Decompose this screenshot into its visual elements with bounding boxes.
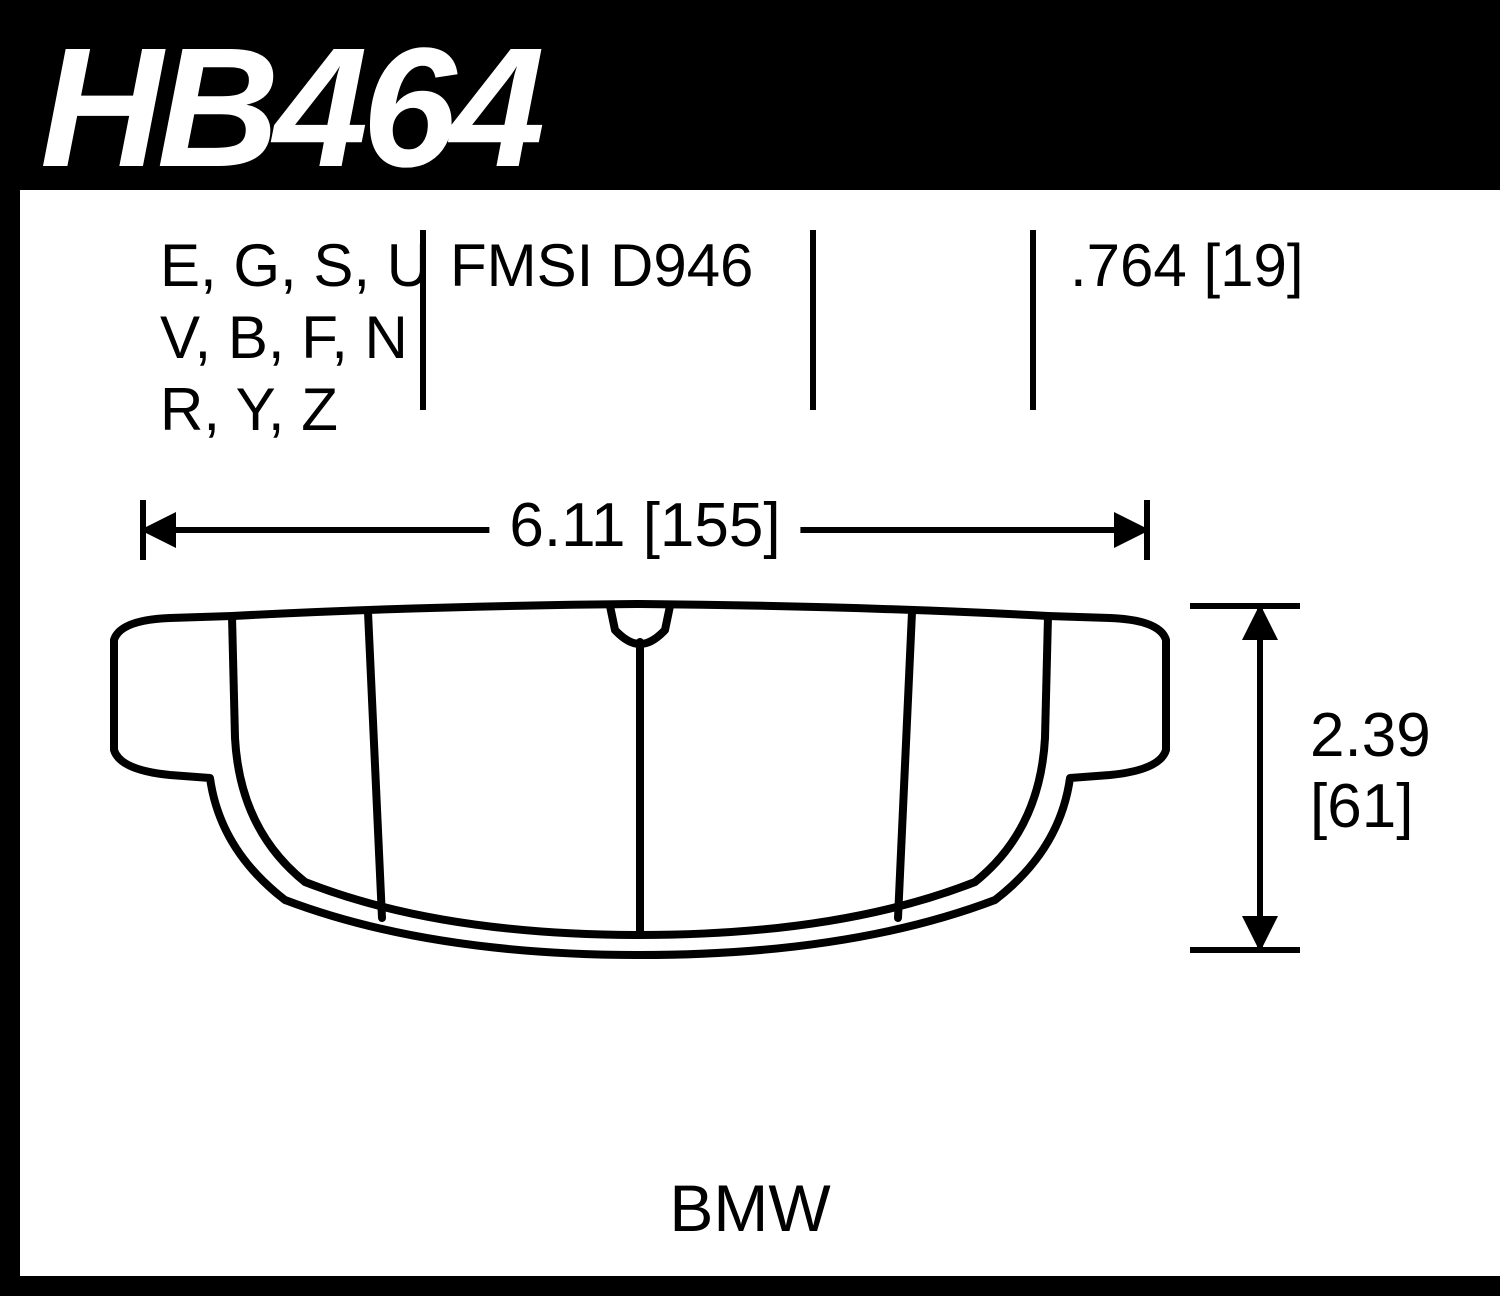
fmsi-code: FMSI D946 bbox=[450, 230, 753, 302]
height-inches: 2.39 bbox=[1310, 701, 1431, 770]
spec-row: E, G, S, U V, B, F, N R, Y, Z FMSI D946 … bbox=[20, 230, 1480, 410]
compound-codes: E, G, S, U V, B, F, N R, Y, Z bbox=[160, 230, 430, 446]
brake-pad-svg bbox=[110, 600, 1170, 960]
width-mm: [155] bbox=[643, 491, 781, 560]
brake-pad-diagram bbox=[110, 600, 1170, 960]
height-dimension: 2.39 [61] bbox=[1180, 600, 1480, 960]
width-label: 6.11 [155] bbox=[489, 490, 800, 561]
thickness-mm: [19] bbox=[1203, 232, 1303, 299]
codes-line-3: R, Y, Z bbox=[160, 376, 338, 443]
brand-label: BMW bbox=[669, 1170, 830, 1246]
height-label: 2.39 [61] bbox=[1310, 700, 1431, 843]
left-frame-border bbox=[0, 0, 20, 1296]
spec-divider-1 bbox=[420, 230, 426, 410]
thickness-inches: .764 bbox=[1070, 232, 1187, 299]
width-inches: 6.11 bbox=[509, 491, 625, 560]
height-mm: [61] bbox=[1310, 772, 1413, 841]
title-bar: HB464 bbox=[0, 0, 1500, 190]
codes-line-1: E, G, S, U bbox=[160, 232, 430, 299]
bottom-frame-border bbox=[0, 1276, 1500, 1296]
spec-divider-3 bbox=[1030, 230, 1036, 410]
width-dimension: 6.11 [155] bbox=[140, 490, 1150, 570]
thickness-spec: .764 [19] bbox=[1070, 230, 1304, 302]
part-number-title: HB464 bbox=[40, 10, 539, 206]
spec-divider-2 bbox=[810, 230, 816, 410]
height-arrow-svg bbox=[1180, 600, 1310, 960]
codes-line-2: V, B, F, N bbox=[160, 304, 408, 371]
